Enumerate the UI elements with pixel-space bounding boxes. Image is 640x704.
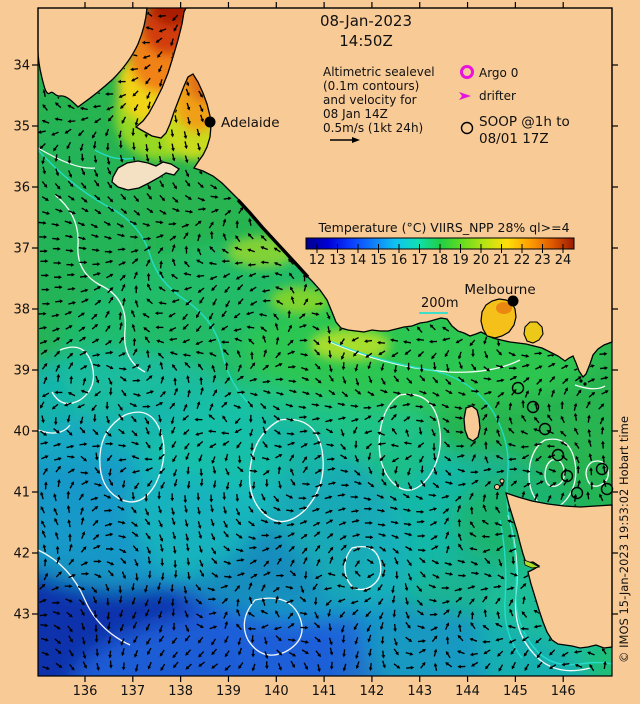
platform-legend: Argo 0 drifter SOOP @1h to 08/01 17Z <box>459 65 570 147</box>
svg-text:36: 36 <box>13 181 30 196</box>
svg-text:15: 15 <box>370 253 387 268</box>
prom-islet <box>579 379 583 383</box>
kangaroo-island <box>111 160 180 191</box>
map-frame <box>37 7 613 677</box>
svg-text:141: 141 <box>312 684 337 699</box>
isobath-legend: 200m <box>419 296 458 314</box>
city-label: Melbourne <box>464 282 535 298</box>
temperature-colorbar: Temperature (°C) VIIRS_NPP 28% ql>=4 12 1… <box>305 220 575 268</box>
svg-text:12: 12 <box>309 253 326 268</box>
colorbar-ticks <box>316 244 564 253</box>
colorbar-title: Temperature (°C) VIIRS_NPP 28% ql>=4 <box>317 220 569 235</box>
hunter-island <box>494 484 500 490</box>
scale-arrow-icon <box>330 137 360 143</box>
svg-text:20: 20 <box>473 253 490 268</box>
svg-text:16: 16 <box>391 253 408 268</box>
coorong-coast <box>236 198 310 279</box>
soop-label-2: 08/01 17Z <box>479 131 549 147</box>
legend-line: 0.5m/s (1kt 24h) <box>323 121 423 135</box>
svg-text:139: 139 <box>216 684 241 699</box>
svg-text:19: 19 <box>452 253 469 268</box>
soop-icon <box>460 121 474 135</box>
svg-text:137: 137 <box>120 684 145 699</box>
isobath-200m-lines <box>37 149 613 666</box>
svg-text:140: 140 <box>264 684 289 699</box>
prom-islet <box>583 382 587 386</box>
svg-text:42: 42 <box>13 547 30 562</box>
svg-text:143: 143 <box>407 684 432 699</box>
city-adelaide: Adelaide <box>204 115 280 131</box>
svg-text:43: 43 <box>13 608 30 623</box>
city-dot <box>204 116 216 128</box>
svg-text:38: 38 <box>13 303 30 318</box>
city-label: Adelaide <box>221 115 280 131</box>
drifter-label: drifter <box>479 89 516 103</box>
svg-text:144: 144 <box>455 684 480 699</box>
city-dot <box>507 295 519 307</box>
svg-text:14: 14 <box>350 253 367 268</box>
svg-text:37: 37 <box>13 242 30 257</box>
axis-tick-marks <box>32 2 618 682</box>
svg-text:142: 142 <box>360 684 385 699</box>
svg-text:138: 138 <box>168 684 193 699</box>
svg-text:146: 146 <box>551 684 576 699</box>
bay-warm-patch <box>496 302 512 314</box>
svg-text:41: 41 <box>13 486 30 501</box>
svg-text:24: 24 <box>555 253 572 268</box>
svg-text:22: 22 <box>514 253 531 268</box>
city-melbourne: Melbourne <box>464 282 536 307</box>
svg-text:18: 18 <box>432 253 449 268</box>
sealevel-contours <box>37 147 609 672</box>
svg-text:13: 13 <box>329 253 346 268</box>
legend-line: and velocity for <box>323 93 417 107</box>
svg-text:145: 145 <box>503 684 528 699</box>
svg-text:35: 35 <box>13 120 30 135</box>
svg-text:21: 21 <box>493 253 510 268</box>
colorbar-labels: 12 13 14 15 16 17 18 19 20 21 22 23 24 <box>309 253 572 268</box>
svg-text:34: 34 <box>13 59 30 74</box>
svg-text:136: 136 <box>73 684 98 699</box>
three-hummock-island <box>499 478 505 484</box>
soop-label-1: SOOP @1h to <box>479 114 570 130</box>
copyright-watermark: © IMOS 15-Jan-2023 19:53:02 Hobart time <box>617 416 631 663</box>
svg-text:40: 40 <box>13 425 30 440</box>
figure-title-date: 08-Jan-2023 <box>320 12 412 30</box>
western-port-bay <box>523 321 544 344</box>
isobath-label: 200m <box>421 296 458 311</box>
svg-text:39: 39 <box>13 364 30 379</box>
argo-label: Argo 0 <box>479 66 518 80</box>
drifter-icon <box>459 92 471 100</box>
velocity-legend: Altimetric sealevel (0.1m contours) and … <box>323 65 435 143</box>
argo-icon <box>460 65 474 79</box>
macquarie-harbour <box>523 559 541 569</box>
svg-text:17: 17 <box>411 253 428 268</box>
legend-line: (0.1m contours) <box>323 79 419 93</box>
legend-line: 08 Jan 14Z <box>323 107 388 121</box>
svg-text:23: 23 <box>534 253 551 268</box>
legend-line: Altimetric sealevel <box>323 65 435 79</box>
figure-title-time: 14:50Z <box>339 32 393 50</box>
axis-tick-labels: 136 137 138 139 140 141 142 143 144 145 1463435363… <box>13 59 575 700</box>
